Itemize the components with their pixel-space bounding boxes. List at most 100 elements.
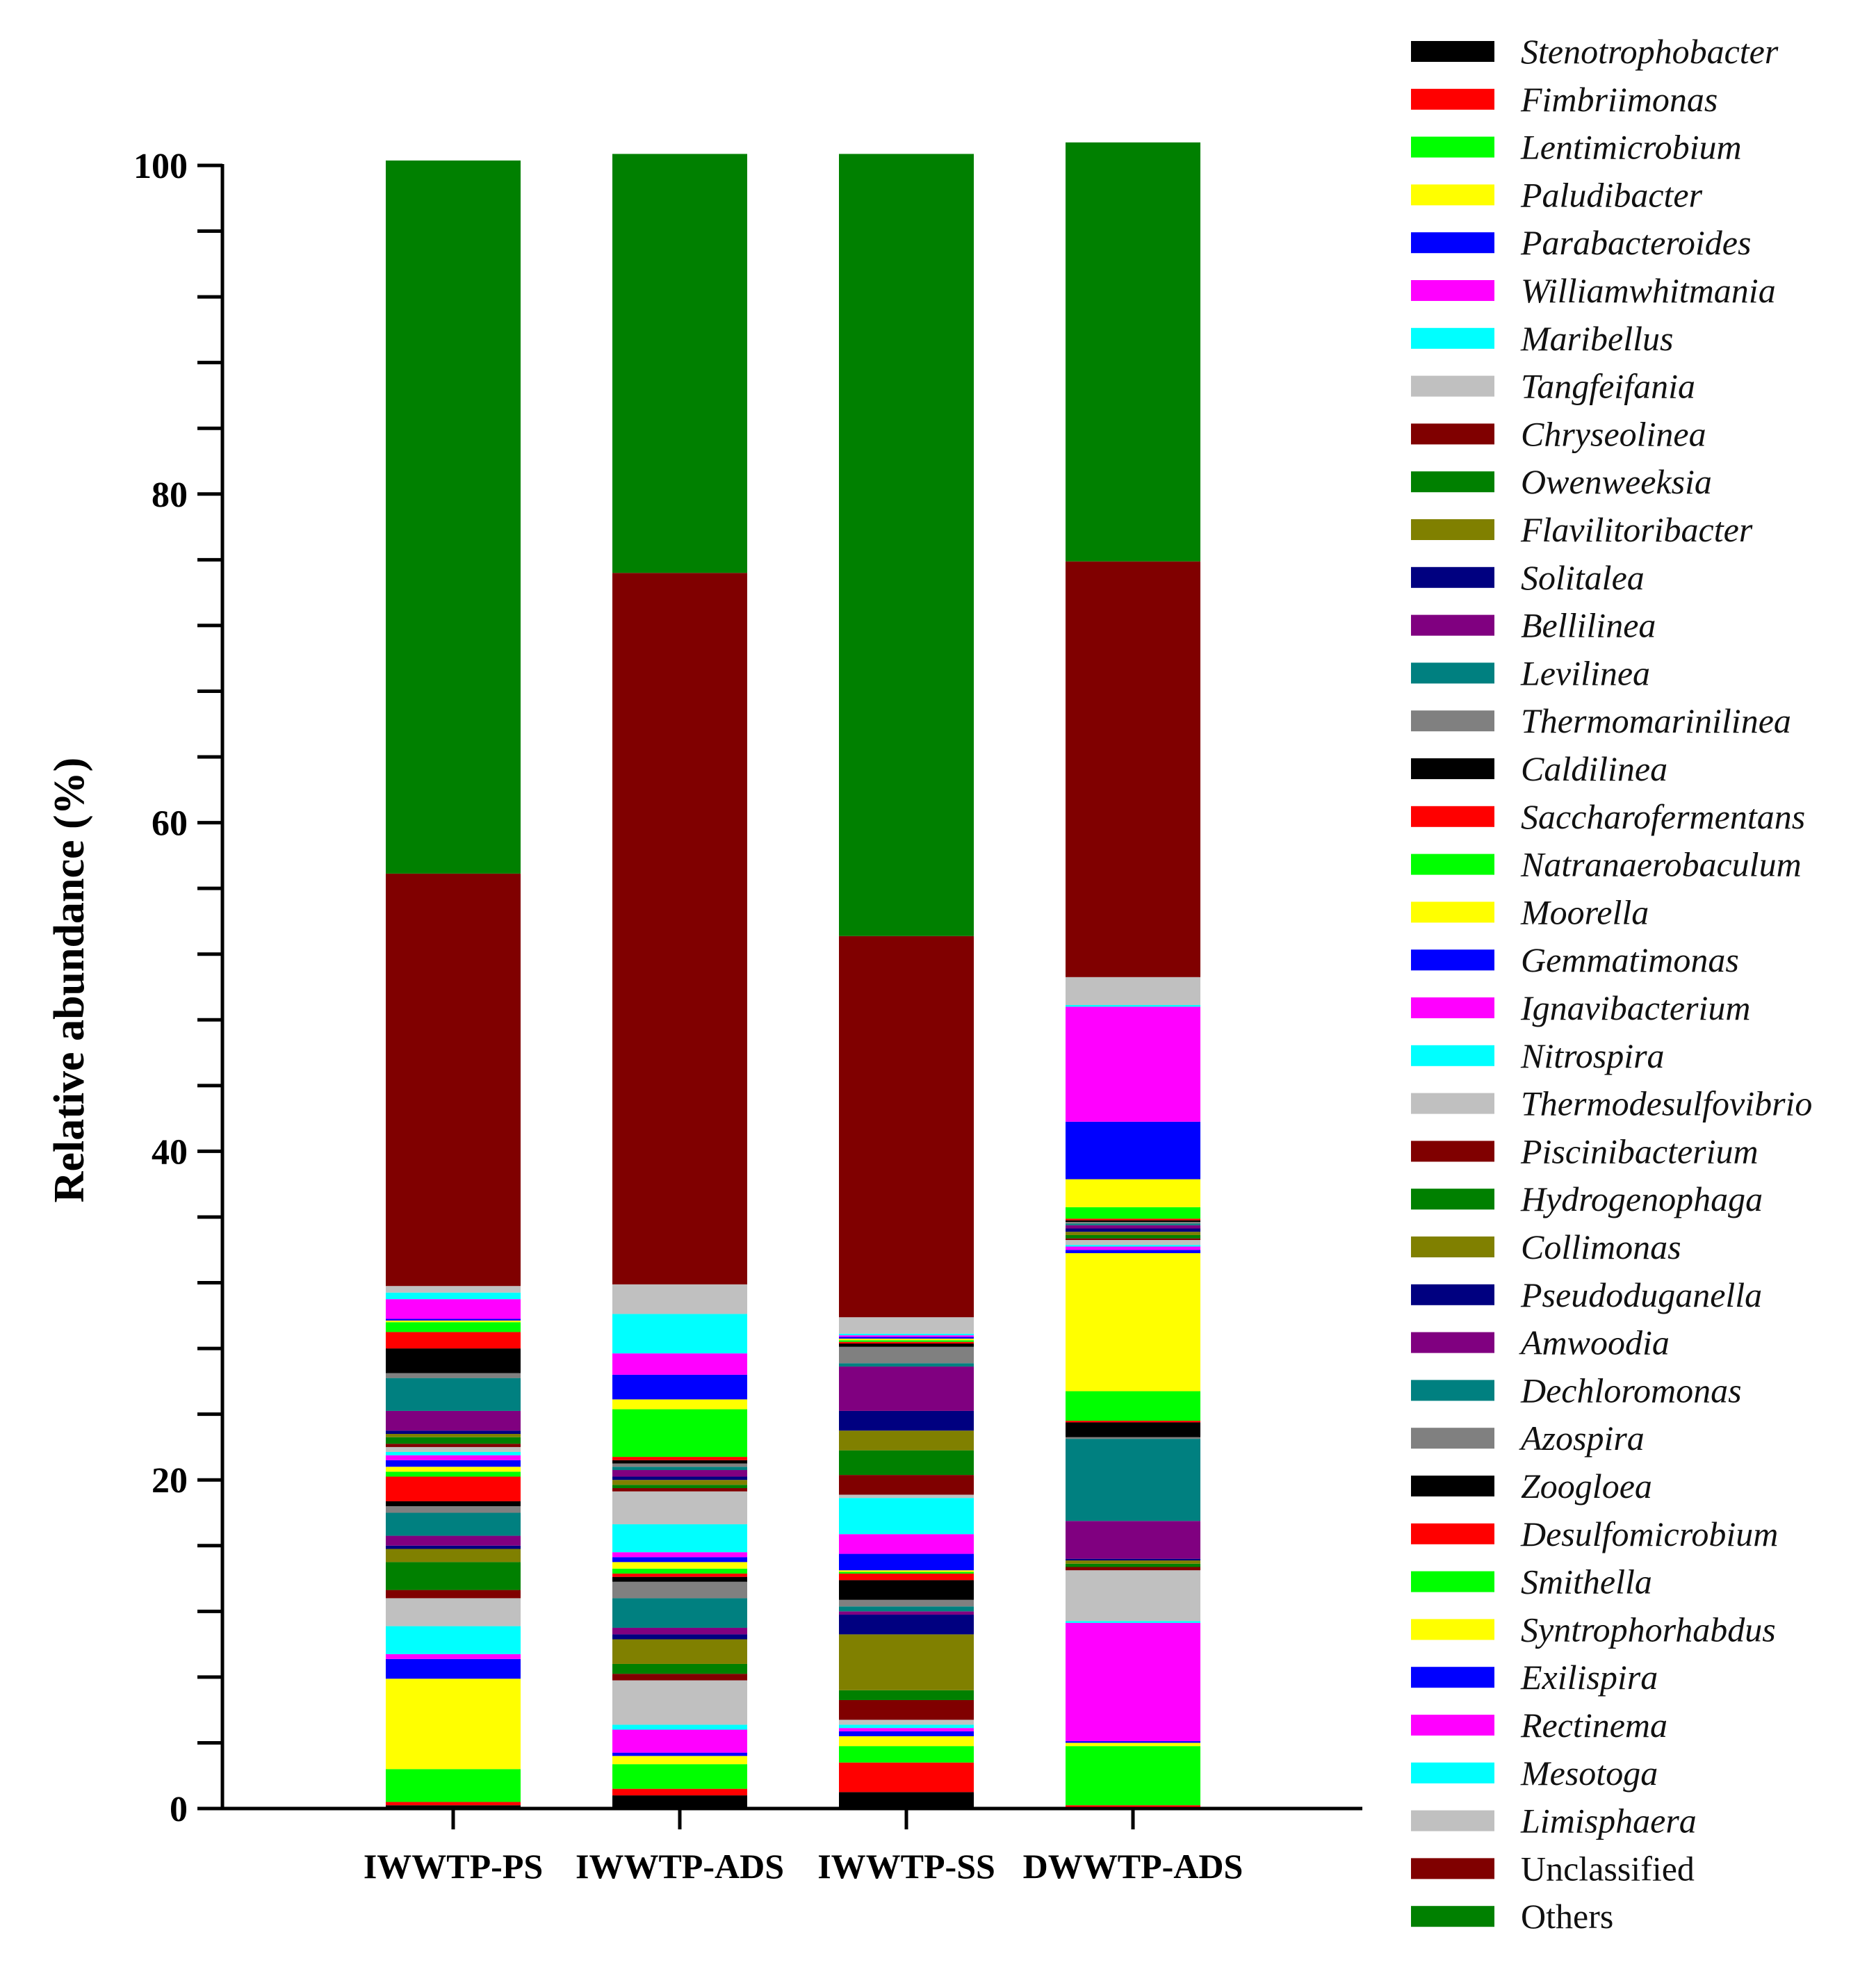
legend-entry: Hydrogenophaga bbox=[1411, 1180, 1763, 1218]
bar-segment-tangfeifania bbox=[839, 1720, 974, 1725]
legend-entry: Nitrospira bbox=[1411, 1036, 1665, 1075]
legend-swatch bbox=[1411, 1045, 1494, 1066]
legend-entry: Zoogloea bbox=[1411, 1467, 1652, 1505]
legend-label: Tangfeifania bbox=[1521, 367, 1695, 406]
legend-entry: Moorella bbox=[1411, 892, 1649, 931]
legend-label: Owenweeksia bbox=[1521, 462, 1712, 501]
legend-entry: Lentimicrobium bbox=[1411, 128, 1742, 167]
legend-label: Parabacteroides bbox=[1520, 223, 1751, 262]
bar-segment-thermodesulfovibrio bbox=[1066, 1240, 1200, 1246]
legend-entry: Ignavibacterium bbox=[1411, 988, 1750, 1027]
legend-swatch bbox=[1411, 471, 1494, 493]
bar-segment-smithella bbox=[612, 1409, 747, 1458]
legend-swatch bbox=[1411, 997, 1494, 1018]
legend-entry: Williamwhitmania bbox=[1411, 271, 1776, 310]
bar-segment-dechloromonas bbox=[1066, 1223, 1200, 1225]
legend-entry: Levilinea bbox=[1411, 653, 1650, 692]
bar-segment-others bbox=[612, 154, 747, 573]
bar-segment-lentimicrobium bbox=[839, 1746, 974, 1763]
legend-swatch bbox=[1411, 566, 1494, 588]
bar-segment-smithella bbox=[839, 1340, 974, 1342]
legend-swatch bbox=[1411, 710, 1494, 732]
legend-label: Rectinema bbox=[1520, 1706, 1667, 1745]
bar-segment-solitalea bbox=[839, 1615, 974, 1635]
legend-label: Natranaerobaculum bbox=[1520, 845, 1802, 884]
legend-swatch bbox=[1411, 1380, 1494, 1401]
legend-entry: Amwoodia bbox=[1411, 1323, 1670, 1362]
bar-segment-caldilinea bbox=[612, 1576, 747, 1582]
legend-label: Flavilitoribacter bbox=[1520, 510, 1753, 549]
bar-segment-bellilinea bbox=[839, 1611, 974, 1615]
legend-swatch bbox=[1411, 1667, 1494, 1688]
bar-segment-lentimicrobium bbox=[1066, 1746, 1200, 1806]
bar-segment-owenweeksia bbox=[1066, 1563, 1200, 1567]
legend-swatch bbox=[1411, 1619, 1494, 1640]
legend-swatch bbox=[1411, 1284, 1494, 1305]
bar-segment-azospira bbox=[1066, 1222, 1200, 1224]
bar-segment-moorella bbox=[612, 1562, 747, 1569]
legend-entry: Fimbriimonas bbox=[1411, 80, 1718, 119]
bar-segment-levilinea bbox=[612, 1598, 747, 1628]
bar-segment-tangfeifania bbox=[386, 1598, 521, 1626]
legend-entry: Natranaerobaculum bbox=[1411, 845, 1802, 884]
bar-segment-desulfomicrobium bbox=[612, 1457, 747, 1460]
legend-swatch bbox=[1411, 901, 1494, 923]
legend-label: Ignavibacterium bbox=[1520, 988, 1750, 1027]
legend-entry: Owenweeksia bbox=[1411, 462, 1712, 501]
bar-segment-smithella bbox=[386, 1322, 521, 1332]
bar-segment-unclassified bbox=[386, 873, 521, 1287]
bar-segment-flavilitoribacter bbox=[612, 1639, 747, 1664]
bar-segment-exilispira bbox=[839, 1337, 974, 1339]
legend-label: Nitrospira bbox=[1520, 1036, 1665, 1075]
bar-segment-levilinea bbox=[1066, 1439, 1200, 1521]
bar-segment-owenweeksia bbox=[612, 1663, 747, 1674]
legend-swatch bbox=[1411, 423, 1494, 445]
bar-segment-fimbriimonas bbox=[386, 1802, 521, 1806]
bar-segment-solitalea bbox=[612, 1634, 747, 1640]
bar-IWWTP-PS bbox=[386, 160, 521, 1809]
bar-segment-exilispira bbox=[1066, 1121, 1200, 1180]
bar-segment-paludibacter bbox=[386, 1679, 521, 1770]
legend-label: Amwoodia bbox=[1519, 1323, 1670, 1362]
bar-DWWTP-ADS bbox=[1066, 142, 1200, 1809]
legend-label: Desulfomicrobium bbox=[1520, 1515, 1778, 1553]
legend-label: Moorella bbox=[1520, 892, 1649, 931]
legend-entry: Exilispira bbox=[1411, 1658, 1658, 1697]
bar-segment-ignavibacterium bbox=[1066, 1246, 1200, 1250]
legend-entry: Thermodesulfovibrio bbox=[1411, 1084, 1812, 1123]
bar-segment-caldilinea bbox=[386, 1501, 521, 1507]
bar-segment-zoogloea bbox=[1066, 1220, 1200, 1223]
bar-segment-unclassified bbox=[839, 936, 974, 1318]
bar-segment-limisphaera bbox=[839, 1317, 974, 1334]
legend-label: Stenotrophobacter bbox=[1521, 32, 1779, 71]
bar-segment-unclassified bbox=[612, 573, 747, 1284]
bar-segment-caldilinea bbox=[839, 1580, 974, 1600]
legend-swatch bbox=[1411, 614, 1494, 636]
bar-segment-tangfeifania bbox=[1066, 1570, 1200, 1622]
legend-swatch bbox=[1411, 232, 1494, 254]
bar-segment-collimonas bbox=[612, 1480, 747, 1485]
bar-segment-desulfomicrobium bbox=[839, 1341, 974, 1344]
bar-segment-fimbriimonas bbox=[839, 1762, 974, 1793]
x-tick-label: IWWTP-PS bbox=[364, 1847, 543, 1886]
bar-segment-solitalea bbox=[1066, 1558, 1200, 1561]
legend-swatch bbox=[1411, 1762, 1494, 1784]
bar-segment-moorella bbox=[386, 1467, 521, 1472]
legend-entry: Thermomarinilinea bbox=[1411, 701, 1791, 740]
legend-label: Lentimicrobium bbox=[1520, 128, 1742, 167]
bar-segment-mesotoga bbox=[1066, 1005, 1200, 1007]
legend-entry: Syntrophorhabdus bbox=[1411, 1610, 1776, 1649]
bar-segment-paludibacter bbox=[839, 1736, 974, 1747]
bar-segment-thermomarinilinea bbox=[386, 1506, 521, 1513]
y-tick-label: 80 bbox=[152, 475, 188, 515]
bar-segment-pseudoduganella bbox=[839, 1410, 974, 1431]
legend-swatch bbox=[1411, 662, 1494, 684]
bar-segment-desulfomicrobium bbox=[1066, 1218, 1200, 1221]
bar-segment-rectinema bbox=[839, 1335, 974, 1337]
legend-swatch bbox=[1411, 1810, 1494, 1831]
bar-segment-others bbox=[839, 154, 974, 936]
bar-segment-lentimicrobium bbox=[386, 1769, 521, 1802]
bar-segment-moorella bbox=[839, 1570, 974, 1572]
legend-entry: Maribellus bbox=[1411, 319, 1673, 358]
legend-swatch bbox=[1411, 375, 1494, 397]
